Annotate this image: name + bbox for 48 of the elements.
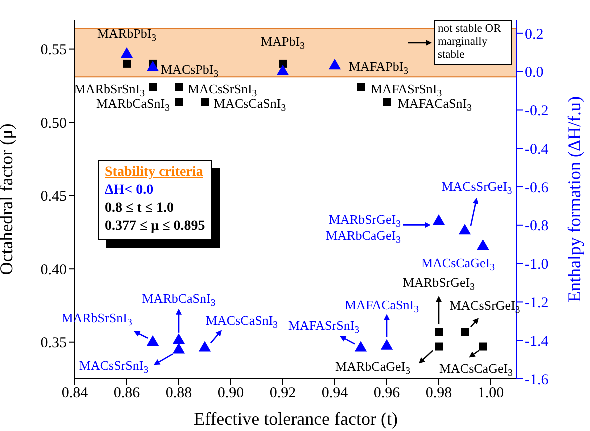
- y2-tick-label: 0.2: [525, 26, 544, 43]
- x-tick-label: 0.86: [114, 386, 141, 402]
- x-tick-label: 0.90: [218, 386, 244, 402]
- annotation: MAFASrSnI$_{3}$: [288, 318, 360, 336]
- x-tick-label: 1.00: [478, 386, 504, 402]
- y2-tick-label: 0.0: [525, 65, 544, 82]
- y2-tick-label: -1.4: [525, 334, 550, 350]
- band-label: not stable OR marginally stable: [434, 20, 512, 65]
- y-tick-label: 0.55: [40, 42, 67, 59]
- x-tick-label: 0.94: [322, 386, 349, 402]
- annotation: MACsCaGeI$_{3}$: [439, 360, 514, 379]
- annotation: MARbPbI$_{3}$: [97, 26, 157, 44]
- annotation: MACsSrSnI$_{3}$: [79, 358, 149, 376]
- x-tick-label: 0.92: [270, 386, 296, 402]
- annotation: MARbCaSnI$_{3}$: [142, 290, 216, 309]
- y2-tick-label: -0.2: [525, 104, 549, 120]
- annotation: MAPbI$_{3}$: [261, 34, 306, 52]
- annotation: MACsPbI$_{3}$: [161, 62, 219, 80]
- x-axis-title: Effective tolerance factor (t): [194, 409, 398, 429]
- annotation: MARbSrGeI$_{3}$: [402, 275, 476, 294]
- annotation: MARbSrGeI$_{3}$: [328, 212, 402, 230]
- x-tick-label: 0.84: [62, 386, 89, 402]
- y-tick-label: 0.50: [40, 116, 67, 132]
- annotation: 0.8 ≤ t ≤ 1.0: [105, 200, 176, 218]
- y2-tick-label: -1.2: [525, 296, 549, 312]
- annotation: MACsCaGeI$_{3}$: [421, 256, 496, 274]
- y-tick-label: 0.45: [40, 189, 67, 206]
- x-tick-label: 0.96: [374, 386, 401, 402]
- y2-axis-title: Enthalpy formation (ΔH/f.u): [564, 96, 584, 303]
- x-tick-label: 0.98: [426, 386, 452, 402]
- y2-tick-label: -0.6: [525, 180, 550, 196]
- x-tick-label: 0.88: [166, 386, 192, 402]
- annotation: Stability criteria: [105, 164, 204, 182]
- annotation: ΔH< 0.0: [105, 182, 155, 200]
- annotation: MACsSrGeI$_{3}$: [442, 179, 512, 198]
- y2-tick-label: -1.0: [525, 257, 549, 274]
- y2-tick-label: -0.8: [525, 218, 549, 235]
- annotation: MACsCaSnI$_{3}$: [206, 313, 278, 332]
- y2-tick-label: -1.6: [525, 372, 550, 388]
- annotation: MAFACaSnI$_{3}$: [345, 297, 420, 316]
- y-tick-label: 0.40: [40, 262, 67, 278]
- annotation: MARbCaGeI$_{3}$: [326, 228, 402, 246]
- annotation: MARbCaGeI$_{3}$: [336, 358, 411, 377]
- y-axis-title: Octahedral factor (μ): [0, 124, 16, 276]
- y-tick-label: 0.35: [40, 336, 67, 352]
- annotation: MAFAPbI$_{3}$: [349, 58, 409, 77]
- y2-tick-label: -0.4: [525, 142, 550, 158]
- annotation: 0.377 ≤ μ ≤ 0.895: [105, 218, 206, 236]
